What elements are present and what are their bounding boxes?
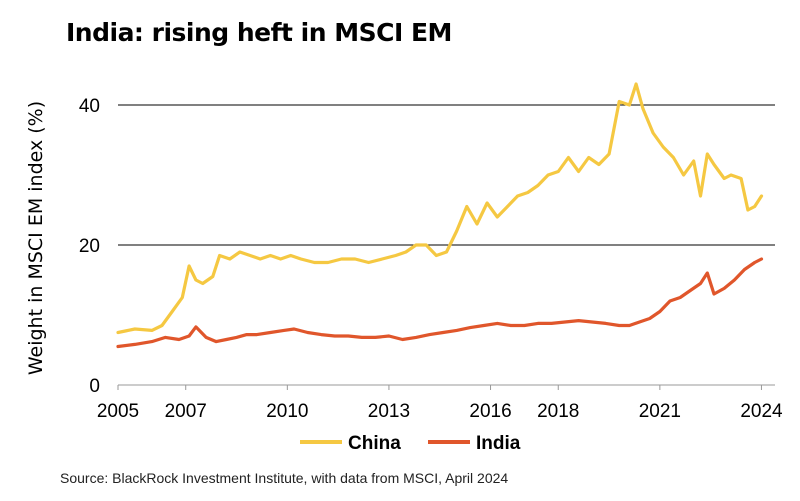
x-tick-label: 2007 <box>165 401 207 422</box>
x-axis-ticks: 2005 2007 2010 2013 2016 2018 2021 2024 <box>97 385 783 422</box>
x-tick-label: 2010 <box>266 401 308 422</box>
legend-label-india: India <box>476 433 521 454</box>
source-note: Source: BlackRock Investment Institute, … <box>60 470 509 486</box>
y-axis-label: Weight in MSCI EM index (%) <box>25 101 47 375</box>
x-tick-label: 2018 <box>537 401 579 422</box>
y-tick-label: 0 <box>89 376 100 397</box>
x-tick-label: 2024 <box>740 401 783 422</box>
legend-label-china: China <box>348 433 401 454</box>
x-tick-label: 2013 <box>368 401 410 422</box>
series-line-china <box>116 82 764 335</box>
y-tick-label: 20 <box>79 236 100 257</box>
x-tick-label: 2016 <box>469 401 511 422</box>
series-group <box>116 82 764 349</box>
gridlines <box>118 104 775 246</box>
x-tick-label: 2021 <box>639 401 681 422</box>
series-line-india <box>116 257 764 349</box>
legend: China India <box>300 433 521 454</box>
chart-title: India: rising heft in MSCI EM <box>66 18 452 47</box>
x-tick-label: 2005 <box>97 401 139 422</box>
y-axis-ticks: 0 20 40 <box>79 96 100 397</box>
y-tick-label: 40 <box>79 96 100 117</box>
